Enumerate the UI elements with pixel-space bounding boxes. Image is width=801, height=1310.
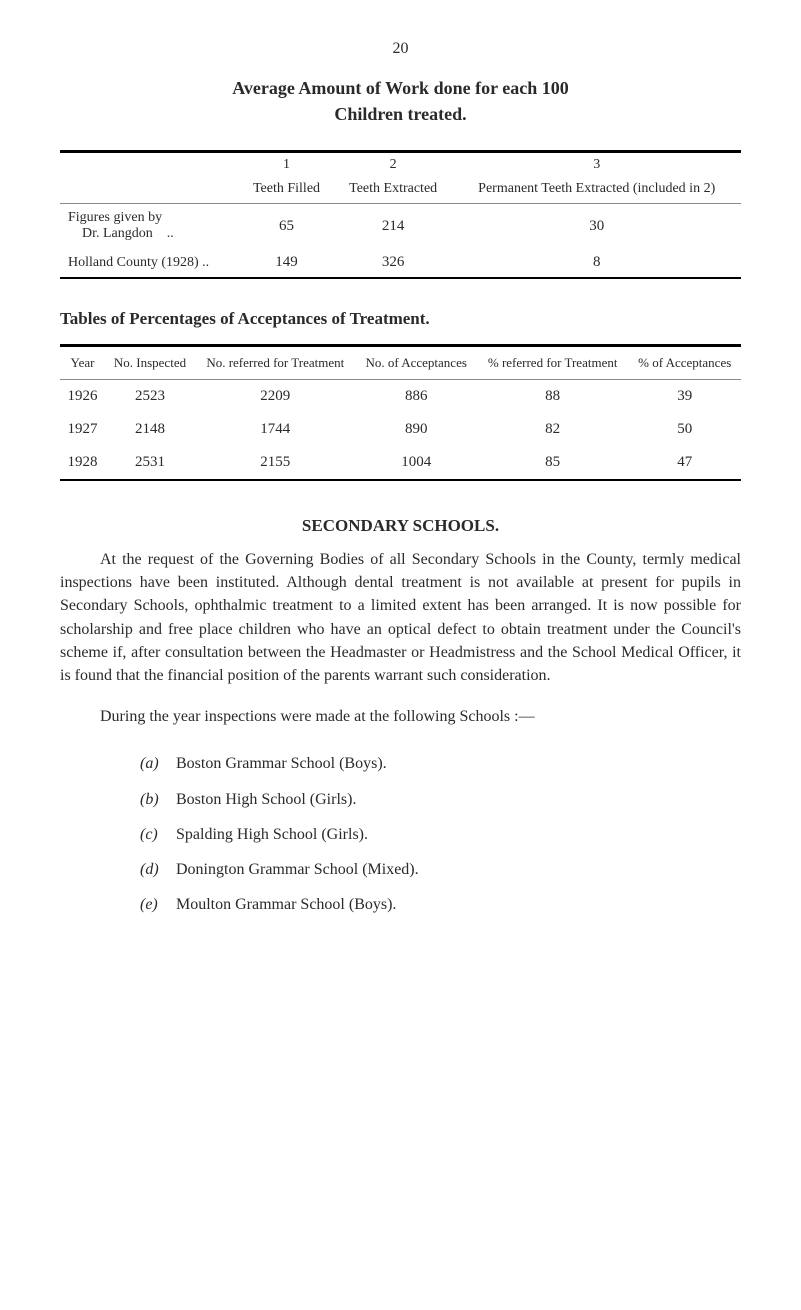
pct-header-inspected: No. Inspected [105, 346, 195, 380]
list-text: Moulton Grammar School (Boys). [176, 896, 396, 913]
cell: 1004 [355, 446, 476, 480]
col-num-3: 3 [452, 152, 741, 178]
schools-list: (a) Boston Grammar School (Boys). (b) Bo… [140, 746, 741, 922]
list-text: Boston Grammar School (Boys). [176, 755, 387, 772]
pct-header-referred: No. referred for Treatment [195, 346, 355, 380]
cell: 2531 [105, 446, 195, 480]
cell: 50 [628, 413, 741, 446]
blank-header [60, 152, 239, 178]
table-row: 1927 2148 1744 890 82 50 [60, 413, 741, 446]
cell: 30 [452, 204, 741, 249]
cell: 214 [334, 204, 453, 249]
work-done-table: 1 2 3 Teeth Filled Teeth Extracted Perma… [60, 150, 741, 279]
label-text: Dr. Langdon [82, 226, 153, 241]
paragraph-2: During the year inspections were made at… [60, 705, 741, 728]
pct-header-pct-referred: % referred for Treatment [477, 346, 629, 380]
pct-header-year: Year [60, 346, 105, 380]
list-item: (e) Moulton Grammar School (Boys). [140, 887, 741, 922]
percentages-table: Year No. Inspected No. referred for Trea… [60, 344, 741, 481]
page-number: 20 [60, 40, 741, 58]
cell: 1926 [60, 380, 105, 414]
pct-header-acceptances: No. of Acceptances [355, 346, 476, 380]
list-text: Boston High School (Girls). [176, 791, 356, 808]
blank-header-2 [60, 177, 239, 204]
list-item: (d) Donington Grammar School (Mixed). [140, 852, 741, 887]
list-marker-b: (b) [140, 782, 172, 817]
cell: 1928 [60, 446, 105, 480]
list-marker-e: (e) [140, 887, 172, 922]
dots: .. [167, 226, 174, 241]
cell: 8 [452, 248, 741, 278]
table-row: 1928 2531 2155 1004 85 47 [60, 446, 741, 480]
cell: 85 [477, 446, 629, 480]
cell: 1744 [195, 413, 355, 446]
main-title-line2: Children treated. [60, 104, 741, 125]
pct-header-pct-accept: % of Acceptances [628, 346, 741, 380]
header-permanent-teeth: Permanent Teeth Extracted (included in 2… [452, 177, 741, 204]
col-num-2: 2 [334, 152, 453, 178]
cell: 326 [334, 248, 453, 278]
header-teeth-filled: Teeth Filled [239, 177, 334, 204]
list-marker-a: (a) [140, 746, 172, 781]
main-title-line1: Average Amount of Work done for each 100 [60, 78, 741, 99]
table-row: Figures given by Dr. Langdon .. 65 214 3… [60, 204, 741, 249]
cell: 39 [628, 380, 741, 414]
cell: 47 [628, 446, 741, 480]
cell: 1927 [60, 413, 105, 446]
paragraph-1: At the request of the Governing Bodies o… [60, 548, 741, 687]
row-label-langdon: Figures given by Dr. Langdon .. [60, 204, 239, 249]
cell: 149 [239, 248, 334, 278]
list-item: (c) Spalding High School (Girls). [140, 817, 741, 852]
list-text: Spalding High School (Girls). [176, 826, 368, 843]
list-item: (b) Boston High School (Girls). [140, 782, 741, 817]
list-marker-c: (c) [140, 817, 172, 852]
list-text: Donington Grammar School (Mixed). [176, 861, 419, 878]
list-item: (a) Boston Grammar School (Boys). [140, 746, 741, 781]
cell: 2148 [105, 413, 195, 446]
cell: 2209 [195, 380, 355, 414]
row-label-holland: Holland County (1928) .. [60, 248, 239, 278]
cell: 65 [239, 204, 334, 249]
label-text: Figures given by [68, 210, 162, 225]
table-row: 1926 2523 2209 886 88 39 [60, 380, 741, 414]
secondary-schools-heading: SECONDARY SCHOOLS. [60, 516, 741, 536]
list-marker-d: (d) [140, 852, 172, 887]
header-teeth-extracted: Teeth Extracted [334, 177, 453, 204]
cell: 88 [477, 380, 629, 414]
table-row: Holland County (1928) .. 149 326 8 [60, 248, 741, 278]
cell: 82 [477, 413, 629, 446]
cell: 886 [355, 380, 476, 414]
cell: 890 [355, 413, 476, 446]
col-num-1: 1 [239, 152, 334, 178]
cell: 2155 [195, 446, 355, 480]
percentages-title: Tables of Percentages of Acceptances of … [60, 309, 741, 329]
cell: 2523 [105, 380, 195, 414]
